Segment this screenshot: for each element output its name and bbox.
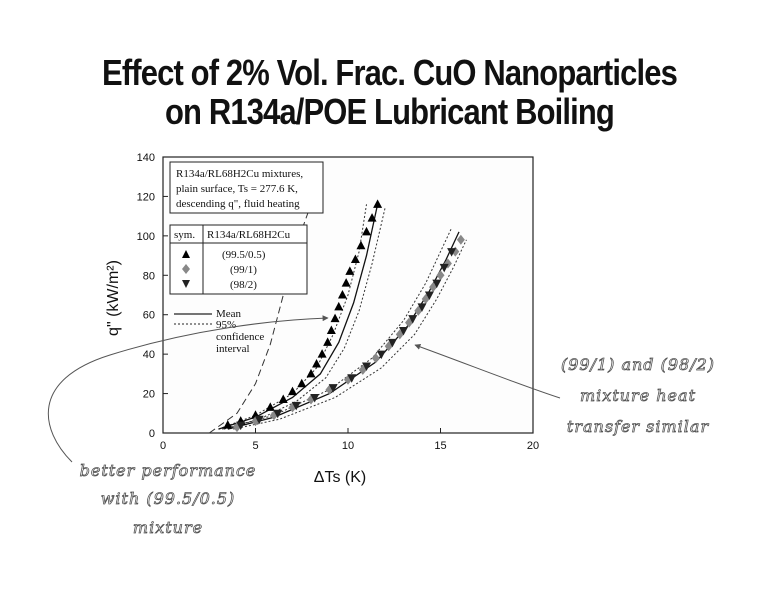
legend-series-3: (98/2)	[230, 279, 257, 291]
point-series-0-21	[373, 199, 383, 208]
point-series-0-5	[288, 386, 297, 396]
point-series-0-15	[341, 278, 351, 287]
point-series-0-12	[330, 313, 340, 323]
annotation-left-line-2: with (99.5/0.5)	[101, 489, 236, 508]
point-series-0-11	[326, 325, 336, 334]
x-tick-label-4: 20	[527, 440, 539, 452]
point-series-2-7	[362, 362, 371, 371]
annotation-arrow-right	[414, 344, 561, 399]
annotation-left-line-1: better performance	[80, 461, 257, 480]
point-series-2-11	[408, 315, 418, 324]
x-tick-label-0: 0	[160, 440, 166, 452]
info-box-line-3: descending q", fluid heating	[176, 198, 300, 210]
point-series-2-15	[439, 263, 449, 273]
key-ci-label-1: 95%	[216, 319, 236, 331]
info-box	[169, 161, 324, 214]
legend-marker-triangle-up	[182, 250, 190, 258]
legend-series-1: (99.5/0.5)	[222, 249, 266, 261]
point-series-2-5	[328, 384, 338, 393]
point-series-0-14	[337, 290, 347, 299]
y-tick-label-1: 20	[143, 389, 155, 401]
x-tick-label-2: 10	[342, 440, 354, 452]
slide-title-line-2: on R134a/POE Lubricant Boiling	[164, 91, 615, 132]
point-series-2-1	[254, 415, 264, 425]
annotation-left-line-3: mixture	[133, 518, 203, 537]
legend-series-2: (99/1)	[230, 264, 257, 276]
legend-header-mix: R134a/RL68H2Cu	[207, 229, 291, 241]
line-key: Mean 95% confidence interval	[174, 308, 264, 355]
key-mean-label: Mean	[216, 308, 242, 320]
annotation-right-line-3: transfer similar	[567, 417, 710, 436]
point-series-0-7	[306, 368, 316, 378]
point-series-0-4	[278, 394, 288, 403]
legend-marker-diamond	[182, 264, 190, 274]
x-axis-label: ΔTs (K)	[314, 469, 366, 486]
point-series-2-9	[387, 338, 397, 348]
point-series-2-10	[399, 326, 408, 336]
point-series-2-13	[424, 291, 434, 300]
slide-title-line-1: Effect of 2% Vol. Frac. CuO Nanoparticle…	[102, 52, 678, 93]
point-series-1-8	[371, 353, 380, 364]
y-tick-label-7: 140	[137, 152, 155, 164]
point-series-2-4	[310, 394, 320, 403]
y-tick-label-5: 100	[137, 231, 155, 243]
key-ci-label-3: interval	[216, 343, 250, 355]
legend: sym. R134a/RL68H2Cu (99.5/0.5) (99/1) (9…	[169, 224, 308, 295]
axis-ticks: 0 5 10 15 20 0 20 40 60 80 100 120 140	[137, 152, 539, 452]
legend-marker-triangle-down	[182, 280, 190, 288]
point-series-2-12	[417, 303, 427, 312]
key-ci-label-2: confidence	[216, 331, 264, 343]
annotation-right-line-2: mixture heat	[580, 386, 696, 405]
point-series-0-16	[345, 266, 355, 275]
point-series-0-3	[265, 402, 275, 411]
point-series-0-10	[323, 337, 333, 346]
point-series-0-6	[297, 378, 307, 388]
point-series-0-8	[312, 359, 322, 368]
y-axis-label: q" (kW/m²)	[105, 260, 122, 336]
mean-curve-0	[218, 204, 379, 430]
y-tick-label-2: 40	[143, 349, 155, 361]
point-series-2-2	[273, 409, 283, 419]
y-tick-label-0: 0	[149, 428, 155, 440]
point-series-0-9	[317, 349, 327, 358]
point-series-0-17	[350, 254, 360, 264]
point-series-0-0	[223, 420, 233, 429]
x-tick-label-3: 15	[434, 440, 446, 452]
point-series-2-16	[447, 248, 457, 257]
point-series-0-20	[367, 213, 377, 222]
y-tick-label-6: 120	[137, 191, 155, 203]
point-series-1-18	[456, 234, 465, 245]
point-series-0-19	[362, 226, 371, 236]
y-tick-label-4: 80	[143, 270, 155, 282]
point-series-2-14	[432, 279, 442, 289]
legend-header-sym: sym.	[174, 229, 195, 241]
point-series-2-8	[376, 350, 386, 360]
point-series-1-15	[436, 270, 445, 281]
info-box-line-1: R134a/RL68H2Cu mixtures,	[176, 168, 303, 180]
info-box-line-2: plain surface, Ts = 277.6 K,	[176, 183, 298, 195]
annotation-right-line-1: (99/1) and (98/2)	[561, 355, 715, 374]
ci-curve-0	[218, 204, 367, 430]
ci-curve-1	[222, 208, 386, 430]
y-tick-label-3: 60	[143, 310, 155, 322]
ci-curve-3	[233, 239, 467, 430]
point-series-0-18	[356, 240, 366, 250]
x-tick-label-1: 5	[252, 440, 258, 452]
point-series-2-0	[236, 421, 246, 431]
point-series-2-3	[291, 401, 301, 411]
point-series-2-6	[347, 374, 357, 383]
point-series-0-13	[334, 301, 344, 311]
annotation-arrow-left	[47, 315, 329, 463]
data-points	[223, 199, 465, 433]
